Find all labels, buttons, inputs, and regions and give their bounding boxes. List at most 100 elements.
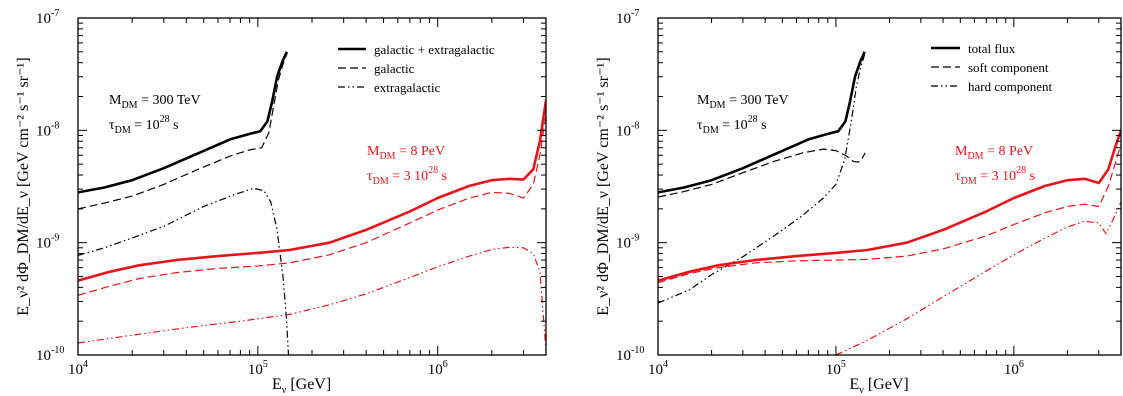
mass-subscript: DM — [121, 100, 137, 111]
x-axis-label-sub: ν — [282, 385, 287, 396]
tau-subscript: DM — [961, 176, 977, 187]
annotation-lifetime: τDM = 3 1028 s — [955, 165, 1035, 187]
x-axis-label-main: E — [272, 376, 282, 393]
legend-label: galactic + extragalactic — [374, 42, 495, 57]
x-tick-base: 10 — [248, 362, 263, 378]
series-line-solid-m8pev — [658, 129, 1121, 282]
y-axis-label: E_ν² dΦ_DM/dE_ν [GeV cm⁻² s⁻¹ sr⁻¹] — [595, 57, 612, 315]
y-tick-label: 10-9 — [616, 233, 639, 252]
y-tick-label: 10-7 — [36, 8, 59, 27]
y-tick-label: 10-8 — [36, 120, 59, 139]
x-axis-label: Eν [GeV] — [272, 376, 331, 396]
x-tick-exp: 5 — [263, 359, 268, 370]
tau-exponent: 28 — [160, 114, 170, 125]
y-tick-base: 10 — [36, 236, 51, 252]
series-line-dashdotdot-m8pev — [835, 201, 1121, 355]
y-tick-label: 10-10 — [616, 345, 644, 364]
y-tick-exp: -8 — [631, 120, 639, 131]
tau-value: = 3 10 — [977, 169, 1016, 184]
legend-label: soft component — [968, 60, 1049, 75]
x-tick-exp: 6 — [1019, 359, 1024, 370]
legend-label: total flux — [968, 41, 1016, 56]
x-tick-label: 106 — [1004, 359, 1024, 378]
mass-subscript: DM — [709, 100, 725, 111]
annotation-mass: MDM = 8 PeV — [955, 144, 1033, 162]
x-tick-base: 10 — [648, 362, 663, 378]
series-line-solid-m8pev — [78, 100, 546, 282]
x-tick-exp: 4 — [83, 359, 88, 370]
x-axis-label-main: E — [850, 376, 860, 393]
x-tick-exp: 4 — [663, 359, 668, 370]
mass-subscript: DM — [967, 151, 983, 162]
annotation-mass: MDM = 8 PeV — [367, 144, 445, 162]
tau-subscript: DM — [703, 125, 719, 136]
tau-unit: s — [170, 118, 179, 133]
mass-value: = 300 TeV — [726, 93, 789, 108]
y-tick-label: 10-7 — [616, 8, 639, 27]
tau-symbol: τ — [367, 169, 373, 184]
x-axis-label-sub: ν — [859, 385, 864, 396]
y-tick-exp: -10 — [51, 345, 64, 356]
x-axis-label-unit: [GeV] — [286, 376, 331, 393]
tau-subscript: DM — [115, 125, 131, 136]
y-tick-exp: -8 — [51, 120, 59, 131]
tau-exponent: 28 — [428, 165, 438, 176]
legend-label: hard component — [968, 79, 1053, 94]
annotation-mass: MDM = 300 TeV — [109, 93, 201, 111]
y-tick-exp: -7 — [631, 8, 639, 19]
y-tick-label: 10-10 — [36, 345, 64, 364]
tau-exponent: 28 — [1016, 165, 1026, 176]
legend-label: extragalactic — [374, 80, 441, 95]
tau-subscript: DM — [373, 176, 389, 187]
legend-label: galactic — [374, 61, 415, 76]
annotation-lifetime: τDM = 3 1028 s — [367, 165, 447, 187]
tau-symbol: τ — [955, 169, 961, 184]
x-tick-base: 10 — [68, 362, 83, 378]
x-tick-base: 10 — [826, 362, 841, 378]
y-tick-base: 10 — [36, 11, 51, 27]
mass-symbol: M — [109, 93, 122, 108]
tau-unit: s — [1026, 169, 1035, 184]
tau-value: = 3 10 — [389, 169, 428, 184]
tau-symbol: τ — [697, 118, 703, 133]
mass-value: = 8 PeV — [984, 144, 1034, 159]
y-tick-label: 10-8 — [616, 120, 639, 139]
x-tick-label: 105 — [248, 359, 268, 378]
y-tick-base: 10 — [616, 11, 631, 27]
annotation-lifetime: τDM = 1028 s — [697, 114, 767, 136]
y-tick-exp: -7 — [51, 8, 59, 19]
x-tick-base: 10 — [428, 362, 443, 378]
y-tick-base: 10 — [36, 348, 51, 364]
x-tick-label: 104 — [648, 359, 668, 378]
legend: total flux soft component hard component — [931, 41, 1053, 94]
tau-unit: s — [758, 118, 767, 133]
mass-symbol: M — [697, 93, 710, 108]
series-line-dashdotdot-m8pev — [78, 246, 546, 351]
y-tick-exp: -10 — [631, 345, 644, 356]
series-line-solid-m300tev — [78, 51, 289, 194]
tau-exponent: 28 — [748, 114, 758, 125]
x-tick-exp: 6 — [443, 359, 448, 370]
mass-value: = 300 TeV — [138, 93, 201, 108]
tau-value: = 10 — [719, 118, 748, 133]
tau-symbol: τ — [109, 118, 115, 133]
x-axis-label-unit: [GeV] — [864, 376, 909, 393]
mass-symbol: M — [955, 144, 968, 159]
x-tick-label: 105 — [826, 359, 846, 378]
x-tick-label: 104 — [68, 359, 88, 378]
plot-frame — [77, 17, 547, 356]
mass-symbol: M — [367, 144, 380, 159]
series-group — [78, 51, 546, 355]
x-tick-label: 106 — [428, 359, 448, 378]
legend: galactic + extragalactic galactic extragal… — [338, 42, 495, 95]
x-tick-base: 10 — [1004, 362, 1019, 378]
series-line-dashdotdot-m300tev — [658, 54, 866, 304]
y-tick-exp: -9 — [631, 233, 639, 244]
y-tick-base: 10 — [36, 123, 51, 139]
